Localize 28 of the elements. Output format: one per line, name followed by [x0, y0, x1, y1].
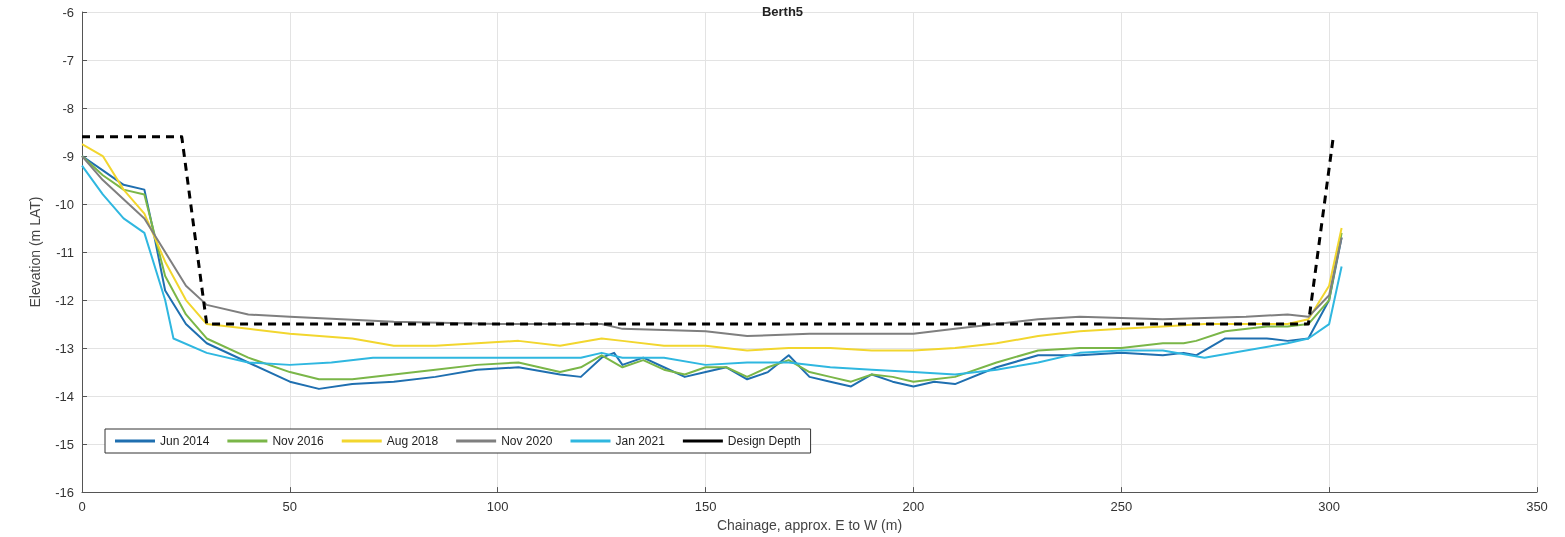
- x-tick-label: 200: [902, 499, 925, 515]
- y-axis-title: Elevation (m LAT): [27, 196, 43, 308]
- y-tick-label: -6: [62, 4, 74, 20]
- y-tick-label: -15: [55, 436, 74, 452]
- y-tick-label: -14: [55, 388, 74, 404]
- y-tick-label: -16: [55, 484, 74, 500]
- legend-label: Nov 2020: [501, 434, 553, 448]
- y-tick-label: -9: [62, 148, 74, 164]
- x-axis-title: Chainage, approx. E to W (m): [716, 517, 903, 533]
- y-tick-label: -7: [62, 52, 74, 68]
- legend-label: Design Depth: [727, 434, 801, 448]
- y-tick-label: -13: [55, 340, 74, 356]
- chart-title: Berth5: [761, 4, 804, 19]
- x-tick-label: 100: [486, 499, 509, 515]
- y-tick-label: -8: [62, 100, 74, 116]
- legend-label: Aug 2018: [386, 434, 439, 448]
- y-tick-label: -11: [56, 244, 74, 260]
- y-tick-label: -10: [55, 196, 74, 212]
- x-tick-label: 150: [694, 499, 717, 515]
- x-tick-label: 300: [1318, 499, 1340, 515]
- legend-label: Nov 2016: [272, 434, 325, 448]
- x-tick-label: 350: [1526, 499, 1548, 515]
- x-tick-label: 250: [1110, 499, 1133, 515]
- legend-label: Jan 2021: [615, 434, 666, 448]
- x-tick-label: 50: [282, 499, 298, 515]
- y-tick-label: -12: [55, 292, 74, 308]
- legend-label: Jun 2014: [160, 434, 210, 448]
- x-tick-label: 0: [78, 499, 86, 515]
